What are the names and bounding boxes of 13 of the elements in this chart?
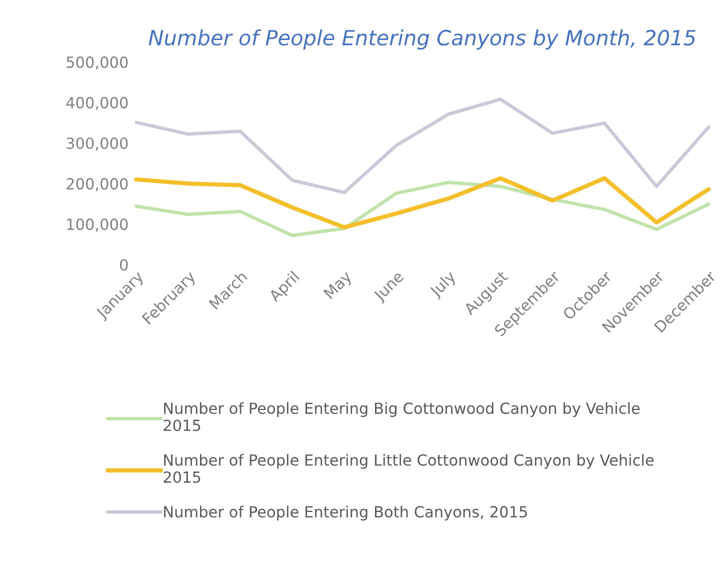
y-tick-label: 0	[120, 259, 128, 271]
legend-label: Number of People Entering Both Canyons, 2015	[164, 506, 527, 521]
chart-title: Number of People Entering Canyons by Month, 2015	[148, 29, 696, 50]
legend-label: Number of People Entering Little Cottonwood Canyon by Vehicle 2015	[164, 454, 654, 483]
y-tick-label: 300,000	[66, 137, 128, 151]
y-tick-label: 100,000	[67, 218, 128, 232]
line-series	[134, 180, 710, 238]
line-series	[134, 98, 710, 194]
legend-label: Number of People Entering Big Cottonwood Canyon by Vehicle 2015	[164, 402, 640, 432]
y-tick-label: 200,000	[66, 178, 128, 192]
line-series	[134, 176, 711, 230]
y-tick-label: 400,000	[66, 96, 128, 110]
y-tick-label: 500,000	[66, 56, 128, 70]
